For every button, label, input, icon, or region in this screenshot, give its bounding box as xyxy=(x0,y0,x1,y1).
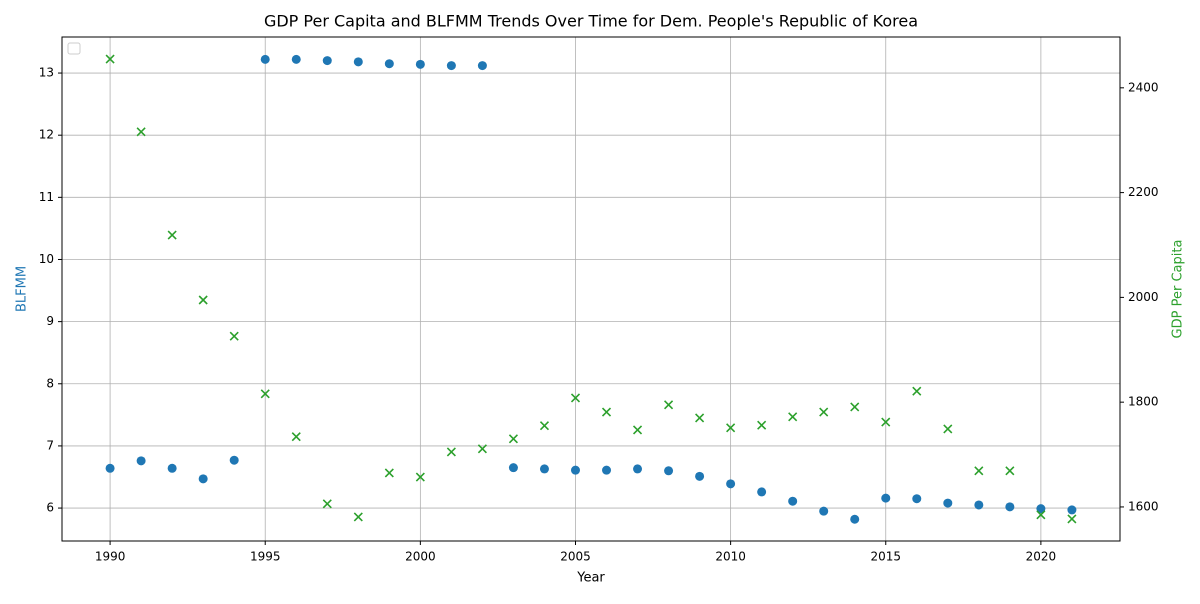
marker-dot xyxy=(477,61,487,71)
x-tick-label: 1995 xyxy=(250,550,281,564)
y-tick-label: 9 xyxy=(46,314,54,328)
marker-x xyxy=(632,425,643,435)
marker-dot xyxy=(850,514,860,524)
marker-x xyxy=(850,402,860,412)
marker-x xyxy=(1005,466,1015,476)
y-tick-label: 10 xyxy=(39,252,54,266)
marker-dot xyxy=(260,54,270,64)
legend-box xyxy=(67,42,81,55)
marker-x xyxy=(943,424,953,434)
marker-x xyxy=(1067,514,1077,524)
marker-dot xyxy=(1067,505,1077,515)
marker-dot xyxy=(167,463,177,473)
marker-dot xyxy=(912,494,922,504)
marker-x xyxy=(198,295,208,305)
y-tick-label: 6 xyxy=(46,501,54,515)
marker-dot xyxy=(446,61,456,71)
x-tick-label: 2015 xyxy=(870,550,901,564)
y2-tick-label: 2000 xyxy=(1128,290,1159,304)
marker-dot xyxy=(291,54,301,64)
marker-x xyxy=(291,432,301,442)
y2-tick-label: 2200 xyxy=(1128,185,1159,199)
marker-dot xyxy=(539,464,549,474)
y-tick-label: 8 xyxy=(46,376,54,390)
marker-x xyxy=(384,468,394,478)
marker-x xyxy=(726,423,736,433)
marker-dot xyxy=(1005,502,1015,512)
marker-dot xyxy=(105,463,115,473)
marker-x xyxy=(601,407,612,417)
marker-x xyxy=(1036,510,1046,520)
marker-x xyxy=(477,444,487,454)
marker-dot xyxy=(881,493,891,503)
marker-dot xyxy=(508,463,518,473)
plot-frame xyxy=(61,36,1121,542)
marker-x xyxy=(446,447,456,457)
marker-x xyxy=(664,400,674,410)
marker-x xyxy=(105,54,115,64)
marker-dot xyxy=(602,465,612,475)
marker-x xyxy=(260,389,270,399)
marker-dot xyxy=(229,455,239,465)
marker-x xyxy=(819,407,829,417)
y-tick-label: 13 xyxy=(39,66,54,80)
x-tick-label: 2010 xyxy=(715,550,746,564)
marker-x xyxy=(881,417,891,427)
marker-dot xyxy=(1036,504,1046,514)
marker-dot xyxy=(819,506,829,516)
x-tick-label: 2005 xyxy=(560,550,591,564)
marker-x xyxy=(788,412,798,422)
y2-tick-label: 1800 xyxy=(1128,395,1159,409)
marker-x xyxy=(695,413,705,423)
x-axis-label: Year xyxy=(576,571,605,586)
marker-dot xyxy=(788,496,798,506)
marker-dot xyxy=(633,464,643,474)
marker-dot xyxy=(695,471,705,481)
marker-dot xyxy=(664,466,674,476)
marker-x xyxy=(322,499,332,509)
marker-x xyxy=(136,127,146,137)
marker-x xyxy=(539,421,550,431)
marker-x xyxy=(570,393,581,403)
marker-x xyxy=(508,434,518,444)
y2-axis-label: GDP Per Capita xyxy=(1171,240,1186,339)
marker-dot xyxy=(415,59,425,69)
marker-x xyxy=(757,420,767,430)
y-tick-label: 11 xyxy=(39,190,54,204)
marker-x xyxy=(974,466,984,476)
marker-dot xyxy=(353,57,363,67)
marker-dot xyxy=(322,56,332,66)
y2-tick-label: 2400 xyxy=(1128,80,1159,94)
y-axis-label: BLFMM xyxy=(15,266,30,312)
marker-x xyxy=(415,472,425,482)
marker-dot xyxy=(136,456,146,466)
marker-x xyxy=(229,331,239,341)
marker-dot xyxy=(757,487,767,497)
x-tick-label: 2020 xyxy=(1026,550,1057,564)
marker-dot xyxy=(384,59,394,69)
x-tick-label: 1990 xyxy=(95,550,126,564)
x-tick-label: 2000 xyxy=(405,550,436,564)
y-tick-label: 7 xyxy=(46,438,54,452)
marker-dot xyxy=(198,474,208,484)
marker-dot xyxy=(974,500,984,510)
y-tick-label: 12 xyxy=(39,128,54,142)
y2-tick-label: 1600 xyxy=(1128,499,1159,513)
marker-x xyxy=(912,386,922,396)
marker-dot xyxy=(726,479,736,489)
chart-title: GDP Per Capita and BLFMM Trends Over Tim… xyxy=(264,12,918,31)
marker-x xyxy=(167,230,177,240)
marker-dot xyxy=(943,498,953,508)
marker-dot xyxy=(570,465,580,475)
marker-x xyxy=(353,512,363,522)
